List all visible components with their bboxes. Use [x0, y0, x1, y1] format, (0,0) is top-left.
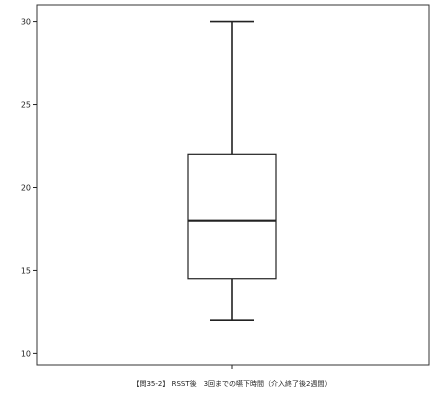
x-axis-label: 【問35-2】 RSST後 3回までの嚥下時間（介入終了後2週間） [132, 379, 331, 388]
y-tick-label: 15 [21, 266, 31, 275]
plot-area-frame [36, 4, 430, 366]
interquartile-box [187, 153, 277, 280]
y-tick-label: 10 [21, 349, 31, 358]
box-plot [187, 20, 277, 322]
y-tick-label: 20 [21, 183, 31, 192]
y-tick-label: 30 [21, 18, 31, 27]
y-axis: 10 15 20 25 30 [21, 18, 37, 358]
y-tick-label: 25 [21, 101, 31, 110]
